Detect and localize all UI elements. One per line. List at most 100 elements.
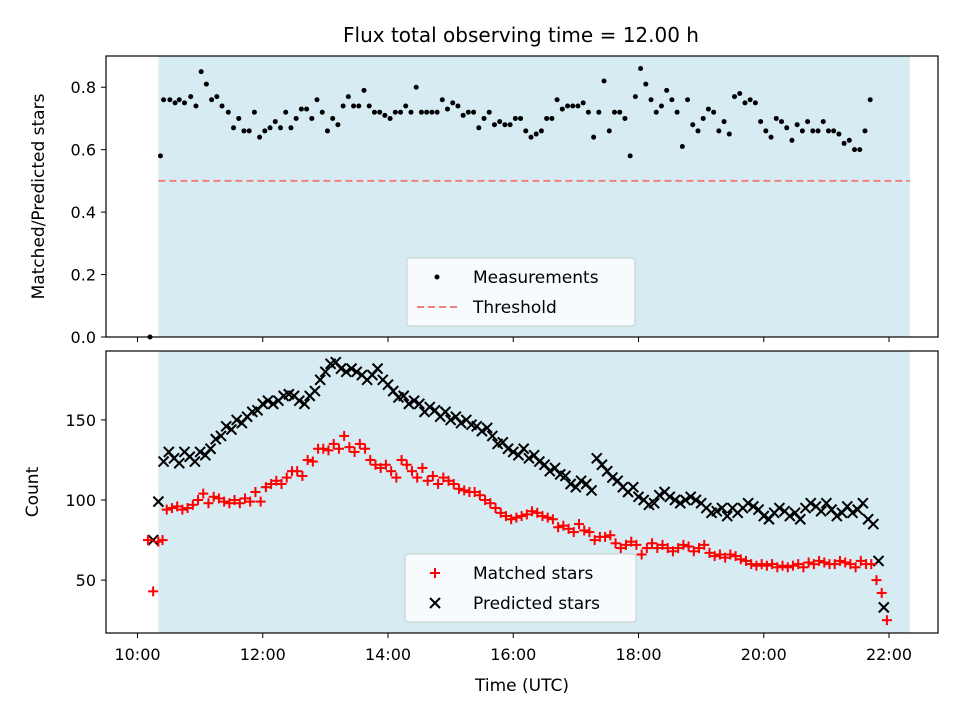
measurement-point — [711, 109, 717, 115]
predicted-star-point — [455, 417, 467, 429]
predicted-star-point — [533, 455, 546, 468]
measurement-point — [685, 97, 691, 103]
matched-star-point — [876, 587, 887, 598]
measurement-point — [236, 115, 242, 121]
measurement-point — [214, 94, 220, 100]
measurement-point — [789, 137, 795, 143]
matched-star-point — [433, 478, 444, 489]
matched-star-point — [709, 551, 720, 562]
y-tick-label: 0.8 — [71, 78, 96, 97]
matched-star-point — [157, 535, 168, 546]
matched-star-point — [840, 557, 851, 568]
measurement-point — [705, 106, 711, 112]
predicted-star-points — [147, 356, 890, 614]
measurement-point — [721, 119, 727, 125]
matched-star-point — [600, 531, 611, 542]
measurement-point — [559, 106, 565, 112]
predicted-star-point — [189, 455, 201, 468]
measurement-point — [434, 109, 440, 115]
matched-star-point — [234, 498, 245, 509]
measurement-points — [147, 65, 873, 340]
legend-matched-label: Matched stars — [473, 564, 593, 584]
predicted-star-point — [674, 497, 686, 509]
measurement-point — [815, 128, 821, 134]
matched-star-point — [474, 490, 485, 501]
measurement-point — [335, 122, 341, 128]
predicted-star-point — [262, 394, 274, 407]
matched-star-points — [142, 430, 892, 626]
matched-star-point — [480, 495, 491, 506]
count-legend: Matched stars Predicted stars — [404, 553, 637, 623]
matched-star-point — [422, 475, 433, 486]
measurement-point — [831, 128, 837, 134]
matched-star-point — [725, 549, 736, 560]
matched-star-point — [318, 443, 329, 454]
predicted-star-point — [784, 510, 796, 522]
measurement-point — [674, 109, 680, 115]
matched-star-point — [302, 454, 313, 465]
predicted-star-point — [606, 471, 619, 484]
matched-star-point — [814, 555, 825, 566]
matched-star-point — [626, 536, 637, 547]
measurement-point — [413, 84, 419, 90]
ratio-x-ticks — [137, 337, 890, 342]
matched-star-point — [333, 443, 344, 454]
measurement-point — [161, 97, 167, 103]
matched-star-point — [365, 454, 376, 465]
matched-star-point — [281, 472, 292, 483]
matched-star-point — [380, 459, 391, 470]
measurement-point — [794, 122, 800, 128]
measurement-point — [737, 90, 743, 96]
matched-star-point — [142, 535, 153, 546]
measurement-point — [398, 109, 404, 115]
matched-star-point — [683, 541, 694, 552]
measurement-point — [632, 94, 638, 100]
predicted-star-point — [204, 443, 217, 455]
matched-star-point — [339, 430, 350, 441]
predicted-star-point — [413, 398, 426, 410]
measurement-point — [351, 103, 357, 109]
measurement-point — [554, 97, 560, 103]
measurement-point — [444, 106, 450, 112]
measurement-point — [330, 115, 336, 121]
matched-star-point — [803, 557, 814, 568]
matched-star-point — [516, 511, 527, 522]
measurement-point — [371, 109, 377, 115]
measurement-point — [319, 109, 325, 115]
measurement-point — [857, 147, 863, 153]
predicted-star-point — [564, 478, 577, 490]
measurement-point — [403, 103, 409, 109]
legend-plus — [430, 568, 440, 578]
predicted-star-point — [507, 446, 519, 458]
measurement-point — [565, 103, 571, 109]
matched-star-point — [177, 504, 188, 515]
predicted-star-point — [648, 497, 660, 509]
measurement-point — [267, 125, 273, 131]
matched-star-point — [647, 538, 658, 549]
matched-star-point — [323, 445, 334, 456]
measurement-point — [799, 128, 805, 134]
predicted-star-point — [424, 401, 436, 413]
predicted-star-point — [340, 366, 352, 378]
ratio-panel: 0.00.20.40.60.8 Matched/Predicted stars … — [29, 55, 939, 347]
matched-star-point — [443, 475, 454, 486]
ratio-plot-frame — [105, 55, 939, 338]
predicted-star-point — [335, 362, 347, 375]
matched-star-point — [148, 586, 159, 597]
measurement-point — [518, 115, 524, 121]
legend-threshold-label: Threshold — [472, 298, 557, 318]
matched-star-point — [881, 615, 892, 626]
x-axis-label: Time (UTC) — [474, 676, 569, 696]
predicted-star-point — [711, 505, 723, 517]
measurement-point — [690, 122, 696, 128]
measurement-point — [225, 109, 231, 115]
measurement-point — [836, 131, 842, 137]
predicted-star-point — [559, 470, 572, 482]
measurement-point — [288, 125, 294, 131]
predicted-star-point — [371, 362, 384, 375]
count-plot-frame — [105, 350, 939, 634]
measurement-point — [181, 100, 187, 106]
measurement-point — [585, 109, 591, 115]
matched-star-point — [579, 525, 590, 536]
y-tick-label: 0.6 — [71, 141, 96, 160]
